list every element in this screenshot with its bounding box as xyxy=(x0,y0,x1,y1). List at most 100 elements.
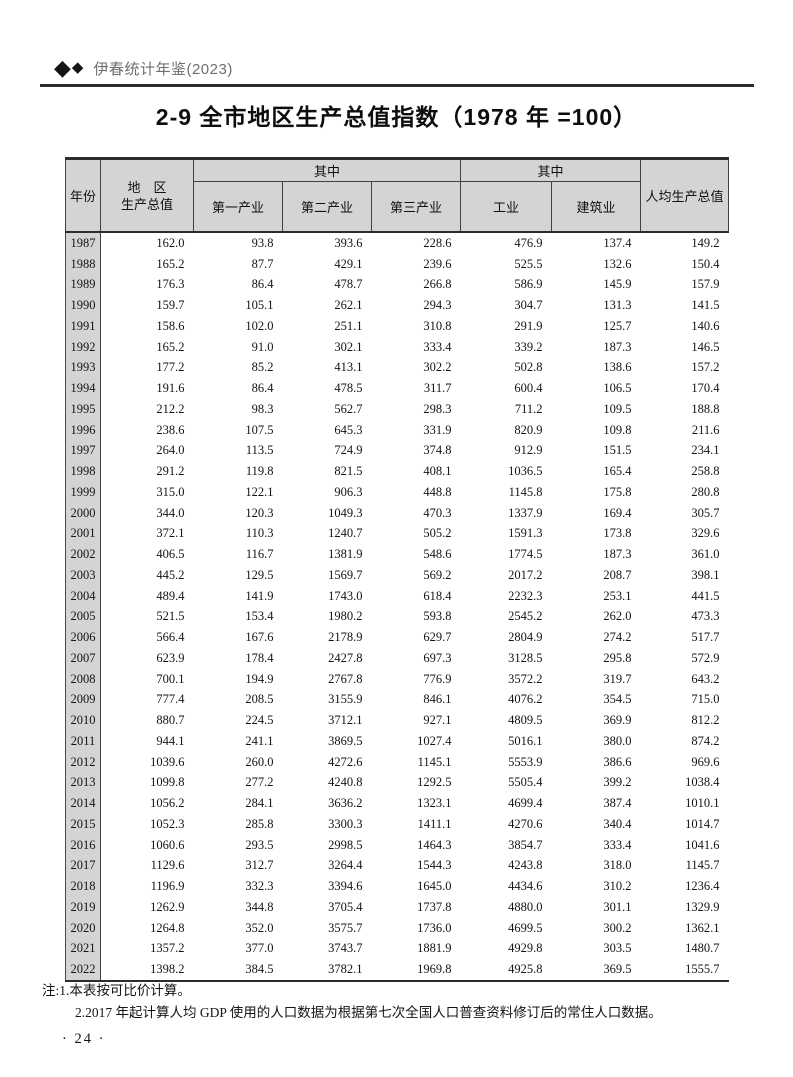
value-cell: 5553.9 xyxy=(508,754,543,769)
value-cell: 280.8 xyxy=(691,484,720,499)
table-row: 2001 372.1 110.3 1240.7 505.2 1591.3 173.8 329.… xyxy=(65,523,729,545)
year-cell: 2009 xyxy=(65,689,101,711)
value-cell: 1398.2 xyxy=(150,962,185,977)
value-cell: 260.0 xyxy=(245,754,274,769)
value-cell: 85.2 xyxy=(251,360,274,375)
value-cell: 521.5 xyxy=(156,609,185,624)
value-cell: 1774.5 xyxy=(508,547,543,562)
col-header-secondary-industry: 第二产业 xyxy=(282,181,372,233)
value-cell: 369.5 xyxy=(603,962,632,977)
year-cell: 2010 xyxy=(65,710,101,731)
value-cell: 374.8 xyxy=(423,443,452,458)
value-cell: 441.5 xyxy=(691,588,720,603)
value-cell: 187.3 xyxy=(603,339,632,354)
value-cell: 153.4 xyxy=(245,609,274,624)
value-cell: 304.7 xyxy=(514,298,543,313)
value-cell: 294.3 xyxy=(423,298,452,313)
value-cell: 333.4 xyxy=(423,339,452,354)
value-cell: 251.1 xyxy=(334,318,363,333)
value-cell: 131.3 xyxy=(603,298,632,313)
value-cell: 1099.8 xyxy=(150,775,185,790)
value-cell: 623.9 xyxy=(156,650,185,665)
year-cell: 2005 xyxy=(65,606,101,628)
value-cell: 157.9 xyxy=(691,277,720,292)
value-cell: 344.8 xyxy=(245,899,274,914)
value-cell: 340.4 xyxy=(603,816,632,831)
table-row: 1990 159.7 105.1 262.1 294.3 304.7 131.3 141.5 xyxy=(65,295,729,316)
value-cell: 1969.8 xyxy=(417,962,452,977)
value-cell: 525.5 xyxy=(514,256,543,271)
value-cell: 3264.4 xyxy=(328,858,363,873)
value-cell: 93.8 xyxy=(251,235,274,250)
year-cell: 1988 xyxy=(65,253,101,275)
value-cell: 3394.6 xyxy=(328,879,363,894)
col-header-primary-industry: 第一产业 xyxy=(193,181,283,233)
value-cell: 302.1 xyxy=(334,339,363,354)
value-cell: 145.9 xyxy=(603,277,632,292)
value-cell: 944.1 xyxy=(156,733,185,748)
value-cell: 548.6 xyxy=(423,547,452,562)
value-cell: 239.6 xyxy=(423,256,452,271)
value-cell: 4270.6 xyxy=(508,816,543,831)
value-cell: 1240.7 xyxy=(328,526,363,541)
value-cell: 812.2 xyxy=(691,713,720,728)
table-row: 1987 162.0 93.8 393.6 228.6 476.9 137.4 149.2 xyxy=(65,232,729,254)
value-cell: 258.8 xyxy=(691,464,720,479)
header-row-group: 年份 地 区 生产总值 其中 其中 人均生产总值 xyxy=(65,158,730,233)
value-cell: 4699.5 xyxy=(508,920,543,935)
value-cell: 408.1 xyxy=(423,464,452,479)
value-cell: 429.1 xyxy=(334,256,363,271)
value-cell: 1645.0 xyxy=(417,879,452,894)
header-rule xyxy=(40,84,754,87)
value-cell: 1381.9 xyxy=(328,547,363,562)
year-cell: 1999 xyxy=(65,482,101,503)
value-cell: 274.2 xyxy=(603,630,632,645)
table-row: 2011 944.1 241.1 3869.5 1027.4 5016.1 380.0 874… xyxy=(65,731,729,752)
value-cell: 380.0 xyxy=(603,733,632,748)
value-cell: 387.4 xyxy=(603,796,632,811)
value-cell: 208.7 xyxy=(603,567,632,582)
value-cell: 162.0 xyxy=(156,235,185,250)
value-cell: 339.2 xyxy=(514,339,543,354)
value-cell: 2998.5 xyxy=(328,837,363,852)
year-cell: 1989 xyxy=(65,274,101,296)
diamond-small-icon: ◆ xyxy=(71,59,84,76)
value-cell: 3854.7 xyxy=(508,837,543,852)
value-cell: 600.4 xyxy=(514,381,543,396)
value-cell: 566.4 xyxy=(156,630,185,645)
value-cell: 4699.4 xyxy=(508,796,543,811)
page-number: · 24 · xyxy=(62,1031,106,1047)
value-cell: 3705.4 xyxy=(328,899,363,914)
year-cell: 2007 xyxy=(65,648,101,669)
table-row: 2012 1039.6 260.0 4272.6 1145.1 5553.9 386.6 96… xyxy=(65,751,729,773)
table-row: 2019 1262.9 344.8 3705.4 1737.8 4880.0 301.1 13… xyxy=(65,897,729,918)
value-cell: 291.9 xyxy=(514,318,543,333)
table-row: 1999 315.0 122.1 906.3 448.8 1145.8 175.8 280.8 xyxy=(65,482,729,503)
value-cell: 502.8 xyxy=(514,360,543,375)
value-cell: 331.9 xyxy=(423,422,452,437)
value-cell: 724.9 xyxy=(334,443,363,458)
value-cell: 399.2 xyxy=(603,775,632,790)
value-cell: 1569.7 xyxy=(328,567,363,582)
value-cell: 1480.7 xyxy=(685,941,720,956)
value-cell: 224.5 xyxy=(245,713,274,728)
value-cell: 208.5 xyxy=(245,692,274,707)
value-cell: 86.4 xyxy=(251,381,274,396)
table-header: 年份 地 区 生产总值 其中 其中 人均生产总值 第一产业 第二产业 第三产业 … xyxy=(65,158,730,233)
header-row-sub: 第一产业 第二产业 第三产业 工业 建筑业 xyxy=(66,181,729,233)
value-cell: 188.8 xyxy=(691,401,720,416)
value-cell: 776.9 xyxy=(423,671,452,686)
value-cell: 4272.6 xyxy=(328,754,363,769)
value-cell: 3128.5 xyxy=(508,650,543,665)
table-row: 1997 264.0 113.5 724.9 374.8 912.9 151.5 234.1 xyxy=(65,440,729,462)
year-cell: 2002 xyxy=(65,544,101,565)
year-cell: 1990 xyxy=(65,295,101,316)
value-cell: 386.6 xyxy=(603,754,632,769)
value-cell: 2545.2 xyxy=(508,609,543,624)
table-row: 2003 445.2 129.5 1569.7 569.2 2017.2 208.7 398.… xyxy=(65,565,729,586)
value-cell: 138.6 xyxy=(603,360,632,375)
value-cell: 821.5 xyxy=(334,464,363,479)
value-cell: 1411.1 xyxy=(417,816,452,831)
value-cell: 4880.0 xyxy=(508,899,543,914)
